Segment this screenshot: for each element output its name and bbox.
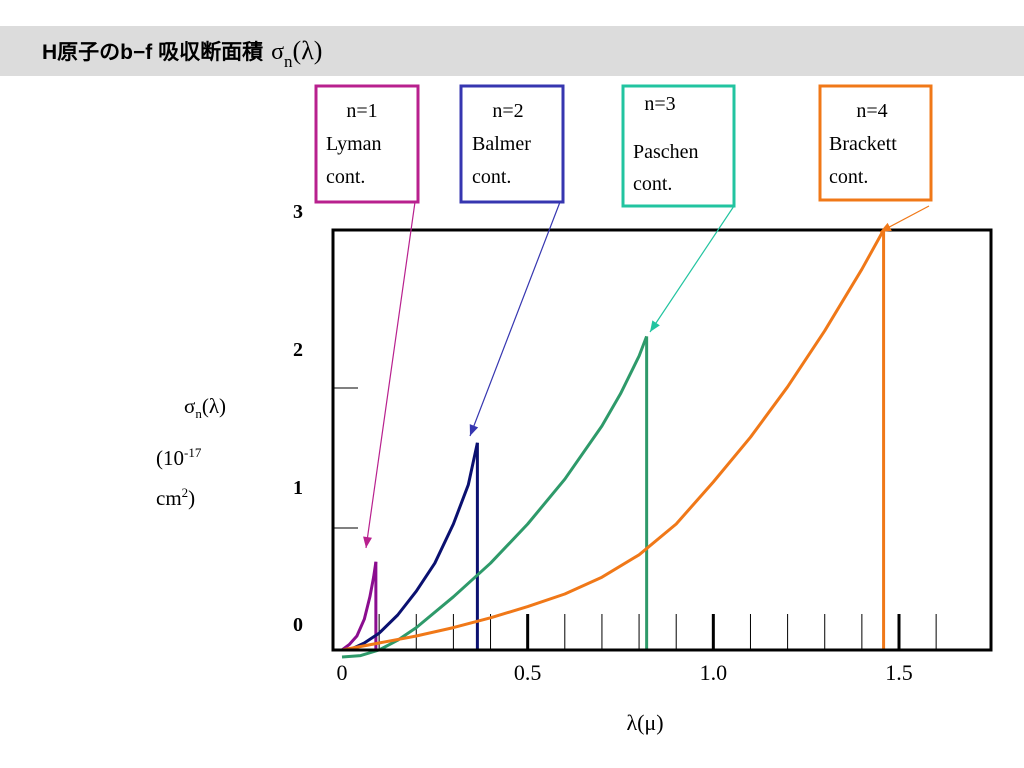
- annotation-text-balmer: cont.: [472, 166, 511, 188]
- annotation-box-lyman: [314, 84, 420, 204]
- title-prefix: H原子のb−f 吸収断面積: [42, 41, 264, 64]
- series-lyman-curve: [341, 561, 378, 652]
- title-arg: (λ): [292, 36, 323, 65]
- x-tick-label: 1.0: [700, 660, 728, 685]
- annotation-arrowhead-balmer: [469, 424, 479, 436]
- annotation-text-brackett: n=4: [856, 100, 887, 122]
- series-balmer-curve: [348, 442, 479, 652]
- annotation-text-balmer: n=2: [492, 100, 523, 122]
- annotation-box-paschen: [621, 84, 736, 208]
- annotation-arrow-lyman: [365, 201, 416, 549]
- x-tick-label: 0.5: [514, 660, 542, 685]
- annotation-text-brackett: cont.: [829, 166, 868, 188]
- series-brackett-curve: [341, 229, 885, 652]
- annotation-box-brackett: [818, 84, 933, 202]
- annotation-text-balmer: Balmer: [472, 133, 531, 155]
- annotation-box-balmer: [459, 84, 565, 204]
- y-axis-label: σn(λ): [184, 394, 226, 422]
- y-axis-label-symbol: σ: [184, 394, 196, 418]
- x-tick-label: 1.5: [885, 660, 913, 685]
- title-sigma: σ: [271, 39, 285, 65]
- y-axis-unit-cm-exp: 2: [181, 485, 189, 500]
- annotation-arrowhead-brackett: [880, 222, 892, 232]
- y-axis-unit-cm: cm: [156, 486, 182, 510]
- y-axis-unit-line1: (10-17: [156, 445, 201, 471]
- y-axis-unit-exp: -17: [184, 445, 202, 460]
- x-axis-label: λ(μ): [626, 710, 663, 735]
- y-axis-unit-line2: cm2): [156, 485, 195, 511]
- annotation-text-paschen: n=3: [644, 93, 675, 115]
- annotation-text-lyman: cont.: [326, 166, 365, 188]
- y-axis-unit-close: ): [188, 486, 196, 510]
- annotation-arrowhead-lyman: [363, 536, 372, 548]
- annotation-text-paschen: Paschen: [633, 141, 699, 163]
- y-axis-label-subscript: n: [195, 406, 202, 422]
- y-axis-unit-open: (10: [156, 446, 184, 470]
- annotation-text-brackett: Brackett: [829, 133, 897, 155]
- y-tick-label: 2: [293, 339, 303, 361]
- plot-frame: [331, 228, 993, 652]
- annotation-arrow-paschen: [649, 205, 735, 333]
- annotation-text-paschen: cont.: [633, 173, 672, 195]
- annotation-arrow-balmer: [469, 201, 561, 437]
- series-paschen-curve: [341, 335, 649, 659]
- title-bar: [0, 26, 1024, 76]
- y-tick-label: 0: [293, 614, 303, 636]
- annotation-text-lyman: Lyman: [326, 133, 382, 155]
- annotation-text-lyman: n=1: [346, 100, 377, 122]
- annotation-arrowhead-paschen: [650, 320, 660, 332]
- title-subscript: n: [284, 52, 293, 71]
- x-tick-label: 0: [337, 660, 348, 685]
- y-axis-label-arg: (λ): [201, 394, 226, 418]
- slide-title: H原子のb−f 吸収断面積 σ n (λ): [42, 36, 323, 71]
- y-tick-label: 1: [293, 477, 303, 499]
- y-tick-label: 3: [293, 201, 303, 223]
